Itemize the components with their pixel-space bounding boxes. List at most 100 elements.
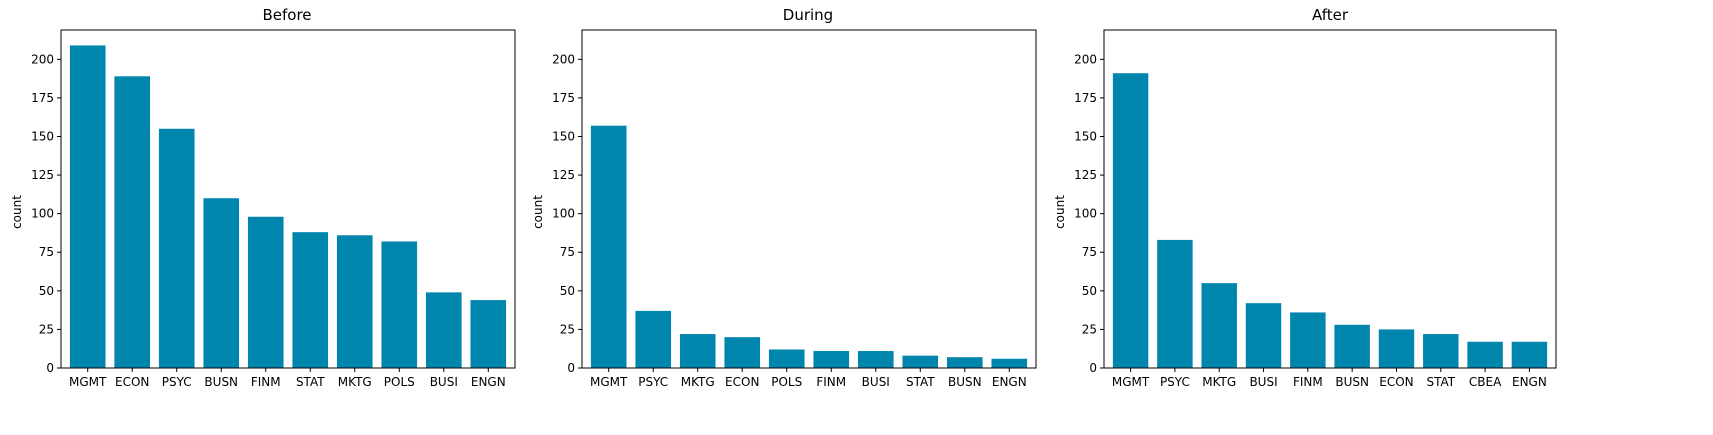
y-tick-label: 200	[552, 52, 575, 66]
bar-mgmt	[69, 45, 106, 369]
x-tick-label: MGMT	[1112, 375, 1150, 389]
axes-frame	[1103, 29, 1557, 369]
bar-busi	[857, 351, 894, 368]
bar-mktg	[1201, 283, 1237, 368]
y-tick-label: 50	[39, 284, 54, 298]
bar-psyc	[635, 310, 672, 368]
x-tick-label: ENGN	[1512, 375, 1547, 389]
y-tick-label: 100	[552, 207, 575, 221]
chart-before: Before count 0 25 50 75 100 125 150 175 200 MGMT E…	[10, 6, 516, 389]
x-tick-label: BUSN	[204, 375, 238, 389]
x-tick-label: FINM	[251, 375, 281, 389]
bar-econ	[724, 337, 761, 368]
y-tick-label: 175	[31, 91, 54, 105]
y-tick-label: 75	[560, 245, 575, 259]
y-tick-label: 0	[1089, 361, 1097, 375]
y-tick-label: 50	[1082, 284, 1097, 298]
x-tick-label: BUSI	[862, 375, 890, 389]
y-tick-label: 175	[552, 91, 575, 105]
y-tick-label: 100	[31, 207, 54, 221]
y-tick-label: 125	[31, 168, 54, 182]
bar-mktg	[679, 334, 716, 368]
y-axis-label: count	[531, 195, 545, 229]
y-tick-label: 75	[1082, 245, 1097, 259]
x-tick-label: ENGN	[471, 375, 506, 389]
y-tick-label: 125	[1074, 168, 1097, 182]
bar-psyc	[158, 128, 195, 368]
plot-area-during: 0 25 50 75 100 125 150 175 200 MGMT PSYC MKTG ECON PO…	[552, 29, 1037, 389]
bar-engn	[470, 300, 507, 368]
x-tick-label: FINM	[1293, 375, 1323, 389]
x-tick-label: ENGN	[992, 375, 1027, 389]
x-tick-label: MKTG	[1202, 375, 1236, 389]
chart-after: After count 0 25 50 75 100 125 150 175 200 MGMT PS…	[1053, 6, 1557, 389]
x-tick-label: PSYC	[638, 375, 668, 389]
bar-mgmt	[1112, 73, 1149, 369]
x-tick-label: POLS	[384, 375, 415, 389]
chart-title: Before	[262, 6, 311, 24]
bar-mgmt	[590, 125, 627, 368]
bar-mktg	[336, 235, 373, 368]
y-axis-label: count	[10, 195, 24, 229]
bar-stat	[292, 232, 329, 368]
bar-psyc	[1157, 239, 1193, 368]
bar-busi	[425, 292, 462, 368]
bar-pols	[768, 349, 805, 368]
bar-finm	[247, 216, 284, 368]
x-tick-label: MKTG	[681, 375, 715, 389]
chart-during: During count 0 25 50 75 100 125 150 175 200 MGMT P…	[531, 6, 1037, 389]
x-tick-label: BUSN	[1335, 375, 1369, 389]
y-tick-label: 75	[39, 245, 54, 259]
y-tick-label: 25	[1082, 322, 1097, 336]
x-tick-label: MGMT	[69, 375, 107, 389]
x-tick-label: ECON	[115, 375, 149, 389]
bar-busn	[203, 198, 240, 368]
x-tick-label: BUSN	[948, 375, 982, 389]
x-tick-label: CBEA	[1469, 375, 1502, 389]
y-tick-label: 0	[567, 361, 575, 375]
bar-stat	[902, 355, 939, 368]
x-tick-label: PSYC	[1160, 375, 1190, 389]
x-tick-label: ECON	[725, 375, 759, 389]
y-tick-label: 50	[560, 284, 575, 298]
y-tick-label: 100	[1074, 207, 1097, 221]
y-tick-label: 150	[1074, 129, 1097, 143]
x-tick-label: STAT	[1426, 375, 1455, 389]
x-tick-label: POLS	[771, 375, 802, 389]
bar-econ	[114, 76, 151, 369]
y-axis-label: count	[1053, 195, 1067, 229]
y-tick-label: 200	[1074, 52, 1097, 66]
y-tick-label: 25	[560, 322, 575, 336]
y-tick-label: 150	[31, 129, 54, 143]
bar-busn	[946, 357, 983, 368]
x-tick-label: STAT	[906, 375, 935, 389]
x-tick-label: FINM	[816, 375, 846, 389]
bar-engn	[991, 358, 1028, 368]
bar-stat	[1423, 334, 1459, 368]
x-tick-label: STAT	[296, 375, 325, 389]
y-tick-label: 25	[39, 322, 54, 336]
y-tick-label: 0	[46, 361, 54, 375]
axes-frame	[581, 29, 1037, 369]
x-tick-label: MGMT	[590, 375, 628, 389]
bar-econ	[1378, 329, 1415, 368]
x-tick-label: PSYC	[162, 375, 192, 389]
bar-engn	[1511, 341, 1548, 368]
axes-frame	[60, 29, 516, 369]
bar-busn	[1334, 324, 1370, 368]
plot-area-after: 0 25 50 75 100 125 150 175 200 MGMT PSYC MKTG BUSI FI…	[1074, 29, 1557, 389]
x-tick-label: BUSI	[1249, 375, 1277, 389]
y-tick-label: 200	[31, 52, 54, 66]
bar-pols	[381, 241, 418, 368]
y-tick-label: 150	[552, 129, 575, 143]
bar-finm	[813, 351, 850, 368]
bar-cbea	[1467, 341, 1503, 368]
y-tick-label: 175	[1074, 91, 1097, 105]
x-tick-label: ECON	[1379, 375, 1413, 389]
bar-busi	[1245, 303, 1282, 368]
chart-title: After	[1312, 6, 1349, 24]
x-tick-label: BUSI	[430, 375, 458, 389]
bar-finm	[1290, 312, 1326, 368]
chart-title: During	[783, 6, 833, 24]
y-tick-label: 125	[552, 168, 575, 182]
